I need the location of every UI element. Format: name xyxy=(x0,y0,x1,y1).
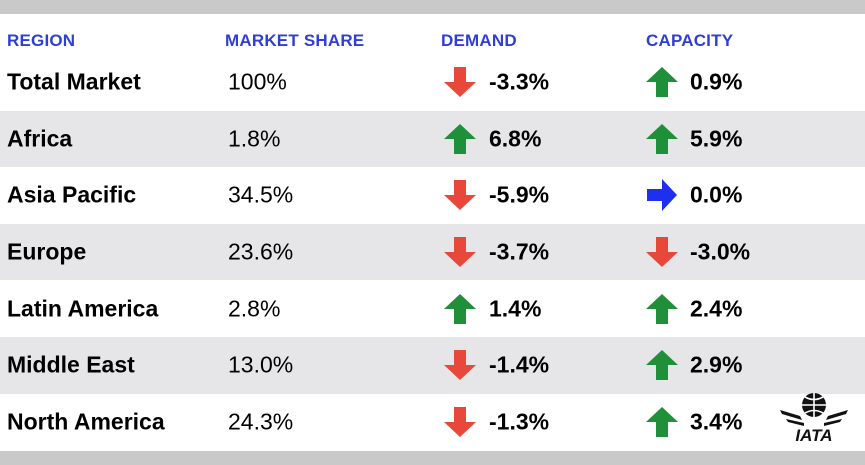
region-name: North America xyxy=(7,408,165,435)
capacity-value: 5.9% xyxy=(690,125,743,152)
demand-down-arrow-icon xyxy=(443,405,477,439)
region-name: Total Market xyxy=(7,68,141,95)
market-share-value: 24.3% xyxy=(228,408,294,435)
header-market-share: MARKET SHARE xyxy=(225,31,365,50)
header-region: REGION xyxy=(7,31,76,50)
region-name: Latin America xyxy=(7,295,159,322)
capacity-value: 0.9% xyxy=(690,68,743,95)
table-header: REGION MARKET SHARE DEMAND CAPACITY xyxy=(0,14,865,54)
table-body: Total Market 100% -3.3% 0.9% Africa 1.8% 6.8% 5… xyxy=(0,54,865,450)
capacity-up-arrow-icon xyxy=(645,122,679,156)
demand-value: -1.3% xyxy=(489,408,550,435)
table-row: Middle East 13.0% -1.4% 2.9% xyxy=(0,336,865,394)
iata-logo-text: IATA xyxy=(795,426,832,445)
demand-value: -3.7% xyxy=(489,238,550,265)
capacity-up-arrow-icon xyxy=(645,292,679,326)
header-capacity: CAPACITY xyxy=(646,31,734,50)
capacity-up-arrow-icon xyxy=(645,65,679,99)
capacity-value: 0.0% xyxy=(690,181,743,208)
table-row: Asia Pacific 34.5% -5.9% 0.0% xyxy=(0,167,865,224)
demand-up-arrow-icon xyxy=(443,292,477,326)
demand-down-arrow-icon xyxy=(443,178,477,212)
capacity-value: 2.4% xyxy=(690,295,743,322)
region-name: Asia Pacific xyxy=(7,181,137,208)
table-row: Latin America 2.8% 1.4% 2.4% xyxy=(0,280,865,337)
capacity-value: 3.4% xyxy=(690,408,743,435)
market-table: REGION MARKET SHARE DEMAND CAPACITY Tota… xyxy=(0,14,865,451)
market-share-value: 23.6% xyxy=(228,238,294,265)
capacity-up-arrow-icon xyxy=(645,348,679,382)
market-share-value: 100% xyxy=(228,68,287,95)
header-demand: DEMAND xyxy=(441,31,517,50)
region-name: Europe xyxy=(7,238,87,265)
region-name: Middle East xyxy=(7,351,135,378)
table-row: Africa 1.8% 6.8% 5.9% xyxy=(0,110,865,168)
demand-value: -1.4% xyxy=(489,351,550,378)
capacity-down-arrow-icon xyxy=(645,235,679,269)
demand-value: -5.9% xyxy=(489,181,550,208)
capacity-flat-arrow-icon xyxy=(645,178,679,212)
market-share-value: 34.5% xyxy=(228,181,294,208)
table-row: Total Market 100% -3.3% 0.9% xyxy=(0,54,865,111)
market-share-value: 13.0% xyxy=(228,351,294,378)
market-share-value: 1.8% xyxy=(228,125,281,152)
iata-logo: IATA xyxy=(780,393,848,445)
demand-down-arrow-icon xyxy=(443,348,477,382)
demand-value: 1.4% xyxy=(489,295,542,322)
capacity-up-arrow-icon xyxy=(645,405,679,439)
table-row: Europe 23.6% -3.7% -3.0% xyxy=(0,223,865,281)
capacity-value: 2.9% xyxy=(690,351,743,378)
demand-down-arrow-icon xyxy=(443,65,477,99)
demand-down-arrow-icon xyxy=(443,235,477,269)
market-share-value: 2.8% xyxy=(228,295,281,322)
region-name: Africa xyxy=(7,125,73,152)
demand-up-arrow-icon xyxy=(443,122,477,156)
demand-value: -3.3% xyxy=(489,68,550,95)
demand-value: 6.8% xyxy=(489,125,542,152)
capacity-value: -3.0% xyxy=(690,238,751,265)
table-row: North America 24.3% -1.3% 3.4% xyxy=(0,394,865,451)
